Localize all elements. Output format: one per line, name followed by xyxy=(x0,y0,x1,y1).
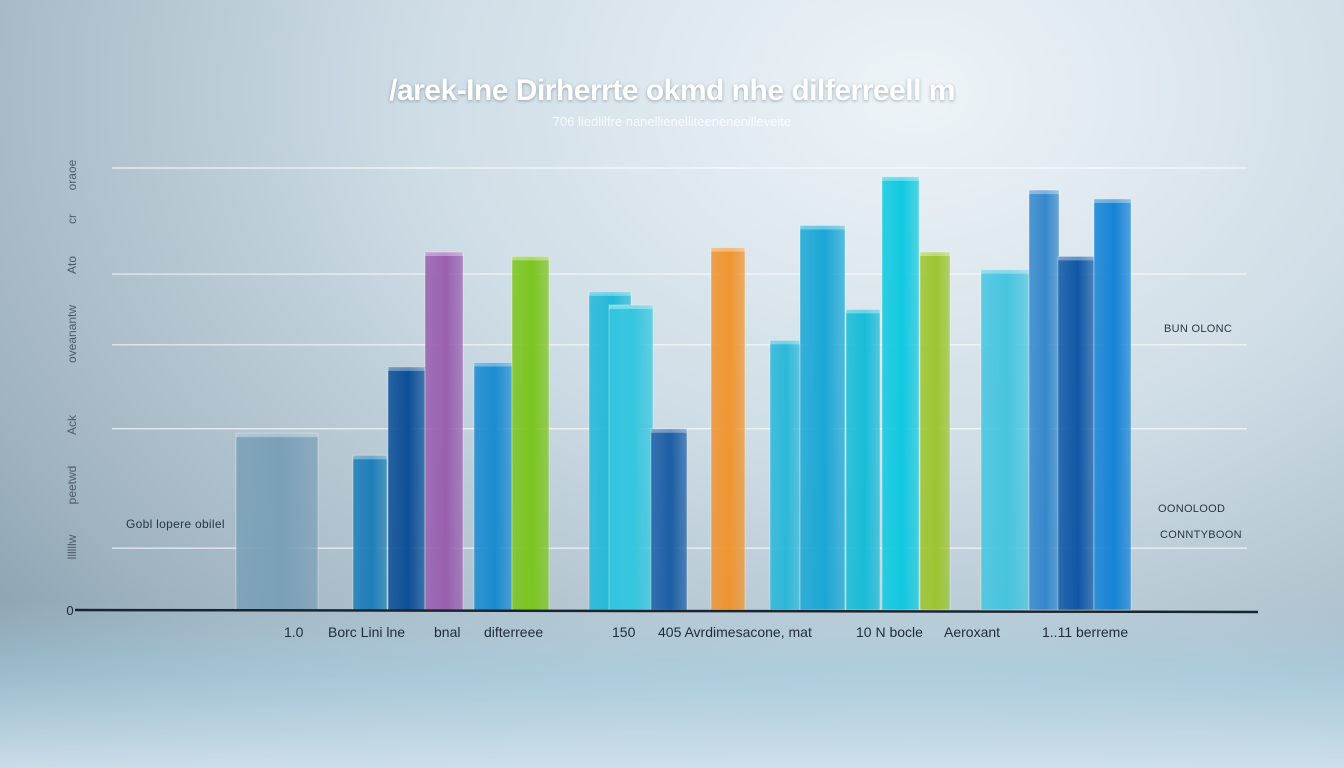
x-axis xyxy=(74,608,1259,614)
y-side-label: oraoe xyxy=(65,159,79,191)
bar-highlight xyxy=(711,247,745,252)
chart-title: /arek-Ine Dirherrte okmd nhe dilferreell… xyxy=(389,74,955,107)
bar-4 xyxy=(424,251,464,611)
bar-highlight xyxy=(1094,198,1131,203)
bar-11 xyxy=(769,339,801,611)
bar-highlight xyxy=(388,366,425,371)
x-tick-label: 1..11 berreme xyxy=(1042,624,1129,640)
x-tick-label: 10 N bocle xyxy=(856,624,923,640)
x-tick-label: 405 Avrdimesacone, mat xyxy=(658,624,812,640)
bar-highlight xyxy=(609,305,653,310)
bar-13 xyxy=(845,308,881,611)
bar-16 xyxy=(980,269,1030,611)
bar-highlight xyxy=(1058,256,1094,261)
bar-highlight xyxy=(474,362,512,367)
bar-highlight xyxy=(425,251,463,256)
chart-subtitle: 706 liedlilfre nanellienelliteenenenille… xyxy=(552,114,792,129)
x-tick-label: 150 xyxy=(612,624,636,640)
bar-highlight xyxy=(236,433,318,438)
y-side-label: llllllw xyxy=(65,534,79,560)
y-side-label: peetwd xyxy=(65,465,79,505)
bar-highlight xyxy=(353,455,387,460)
bar-12 xyxy=(799,224,846,611)
x-tick-label: Borc Lini lne xyxy=(328,624,406,640)
bar-17 xyxy=(1028,189,1060,611)
x-tick-label: bnal xyxy=(434,624,461,640)
annotation-label: Gobl lopere obilel xyxy=(126,517,225,531)
bar-highlight xyxy=(589,291,631,296)
bar-highlight xyxy=(512,256,549,261)
bars xyxy=(235,176,1132,611)
bar-5 xyxy=(473,361,513,611)
bar-3 xyxy=(387,366,426,611)
y-side-label: oveanantw xyxy=(65,304,79,363)
bar-14 xyxy=(881,176,920,611)
bar-highlight xyxy=(882,176,919,181)
bar-9 xyxy=(650,428,688,611)
y-side-label: Ack xyxy=(65,415,79,436)
bar-highlight xyxy=(920,251,950,256)
annotation-label: CONNTYBOON xyxy=(1160,529,1242,541)
x-tick-label: 1.0 xyxy=(284,624,304,640)
y-tick-0: 0 xyxy=(66,603,73,618)
bar-8 xyxy=(608,304,654,611)
bar-10 xyxy=(710,247,746,611)
annotation-label: OONOLOOD xyxy=(1158,503,1226,515)
bar-15 xyxy=(919,251,951,611)
bar-6 xyxy=(511,255,550,611)
bar-highlight xyxy=(1029,190,1059,195)
x-tick-label: difterreee xyxy=(484,624,544,640)
bar-1 xyxy=(235,432,319,611)
bar-highlight xyxy=(800,225,845,230)
bar-highlight xyxy=(651,428,687,433)
y-side-label: Ato xyxy=(65,256,79,275)
y-side-label: cr xyxy=(65,214,79,224)
bar-2 xyxy=(352,454,388,611)
bar-18 xyxy=(1057,255,1095,611)
bar-highlight xyxy=(981,269,1029,274)
annotation-label: BUN OLONC xyxy=(1164,323,1233,335)
background-glow xyxy=(0,600,1344,768)
bar-19 xyxy=(1093,198,1132,611)
bar-highlight xyxy=(846,309,880,314)
x-tick-label: Aeroxant xyxy=(944,624,1001,640)
bar-highlight xyxy=(770,340,800,345)
